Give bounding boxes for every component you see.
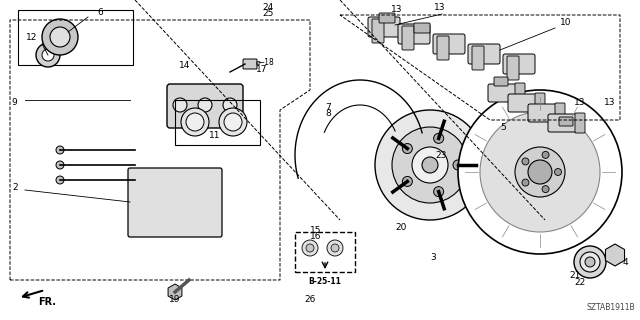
Circle shape xyxy=(50,27,70,47)
Circle shape xyxy=(56,176,64,184)
Circle shape xyxy=(181,108,209,136)
FancyBboxPatch shape xyxy=(535,93,545,113)
Circle shape xyxy=(392,127,468,203)
Circle shape xyxy=(458,90,622,254)
Text: 3: 3 xyxy=(430,253,436,262)
Text: 4: 4 xyxy=(622,258,628,267)
Bar xyxy=(175,100,260,145)
Circle shape xyxy=(219,108,247,136)
Circle shape xyxy=(186,113,204,131)
Circle shape xyxy=(434,133,444,143)
Circle shape xyxy=(585,257,595,267)
FancyBboxPatch shape xyxy=(379,13,395,23)
Circle shape xyxy=(554,169,561,175)
Circle shape xyxy=(173,98,187,112)
FancyBboxPatch shape xyxy=(433,34,465,54)
Text: FR.: FR. xyxy=(38,297,56,307)
Text: 19: 19 xyxy=(169,295,180,304)
FancyBboxPatch shape xyxy=(167,84,243,128)
Text: 9: 9 xyxy=(11,98,17,107)
Circle shape xyxy=(224,113,242,131)
Text: 13: 13 xyxy=(574,98,586,107)
Circle shape xyxy=(56,161,64,169)
Text: B-25-11: B-25-11 xyxy=(308,277,341,286)
FancyBboxPatch shape xyxy=(507,56,519,80)
Circle shape xyxy=(515,147,565,197)
FancyBboxPatch shape xyxy=(468,44,500,64)
FancyBboxPatch shape xyxy=(559,117,573,126)
Circle shape xyxy=(480,112,600,232)
Bar xyxy=(18,10,133,65)
Text: ⌀─18: ⌀─18 xyxy=(256,58,275,67)
FancyBboxPatch shape xyxy=(548,114,577,132)
FancyBboxPatch shape xyxy=(372,19,384,43)
Text: 26: 26 xyxy=(304,295,316,304)
FancyBboxPatch shape xyxy=(128,168,222,237)
FancyBboxPatch shape xyxy=(488,84,517,102)
Circle shape xyxy=(434,187,444,196)
FancyBboxPatch shape xyxy=(515,83,525,103)
FancyBboxPatch shape xyxy=(414,23,430,33)
Circle shape xyxy=(198,98,212,112)
Text: 22: 22 xyxy=(574,278,586,287)
Text: 13: 13 xyxy=(435,3,445,12)
Circle shape xyxy=(403,176,412,187)
Circle shape xyxy=(302,240,318,256)
FancyBboxPatch shape xyxy=(368,17,400,37)
Text: 14: 14 xyxy=(179,61,191,70)
FancyBboxPatch shape xyxy=(402,26,414,50)
FancyBboxPatch shape xyxy=(472,46,484,70)
Circle shape xyxy=(56,146,64,154)
Text: 2: 2 xyxy=(12,183,18,192)
Bar xyxy=(295,232,355,272)
Text: 8: 8 xyxy=(325,109,331,118)
Text: SZTAB1911B: SZTAB1911B xyxy=(586,303,635,312)
Circle shape xyxy=(223,98,237,112)
FancyBboxPatch shape xyxy=(398,24,430,44)
FancyBboxPatch shape xyxy=(243,59,257,69)
Text: 7: 7 xyxy=(325,103,331,112)
FancyBboxPatch shape xyxy=(503,54,535,74)
Circle shape xyxy=(542,186,549,193)
Text: 16: 16 xyxy=(310,232,321,241)
FancyBboxPatch shape xyxy=(575,113,585,133)
FancyBboxPatch shape xyxy=(494,77,508,86)
Circle shape xyxy=(36,43,60,67)
Circle shape xyxy=(542,151,549,158)
Text: 13: 13 xyxy=(604,98,616,107)
Text: 10: 10 xyxy=(560,18,572,27)
Text: 17: 17 xyxy=(256,65,268,74)
Text: 15: 15 xyxy=(310,226,321,235)
FancyBboxPatch shape xyxy=(555,103,565,123)
Text: 13: 13 xyxy=(391,5,403,14)
Text: 25: 25 xyxy=(262,9,273,18)
Circle shape xyxy=(375,110,485,220)
Text: 24: 24 xyxy=(262,3,273,12)
Text: 23: 23 xyxy=(435,151,446,160)
Circle shape xyxy=(522,158,529,165)
Circle shape xyxy=(306,244,314,252)
Text: 12: 12 xyxy=(26,33,38,42)
Circle shape xyxy=(580,252,600,272)
Circle shape xyxy=(331,244,339,252)
Circle shape xyxy=(42,19,78,55)
Circle shape xyxy=(403,144,412,154)
Circle shape xyxy=(42,49,54,61)
Circle shape xyxy=(327,240,343,256)
Circle shape xyxy=(522,179,529,186)
Text: 5: 5 xyxy=(500,123,506,132)
FancyBboxPatch shape xyxy=(437,36,449,60)
Circle shape xyxy=(574,246,606,278)
Circle shape xyxy=(453,160,463,170)
FancyBboxPatch shape xyxy=(508,94,537,112)
Text: 6: 6 xyxy=(97,8,103,17)
Circle shape xyxy=(528,160,552,184)
Circle shape xyxy=(412,147,448,183)
Text: 20: 20 xyxy=(395,223,406,232)
Text: 21: 21 xyxy=(570,271,580,280)
Text: 11: 11 xyxy=(209,131,221,140)
Circle shape xyxy=(422,157,438,173)
FancyBboxPatch shape xyxy=(528,104,557,122)
